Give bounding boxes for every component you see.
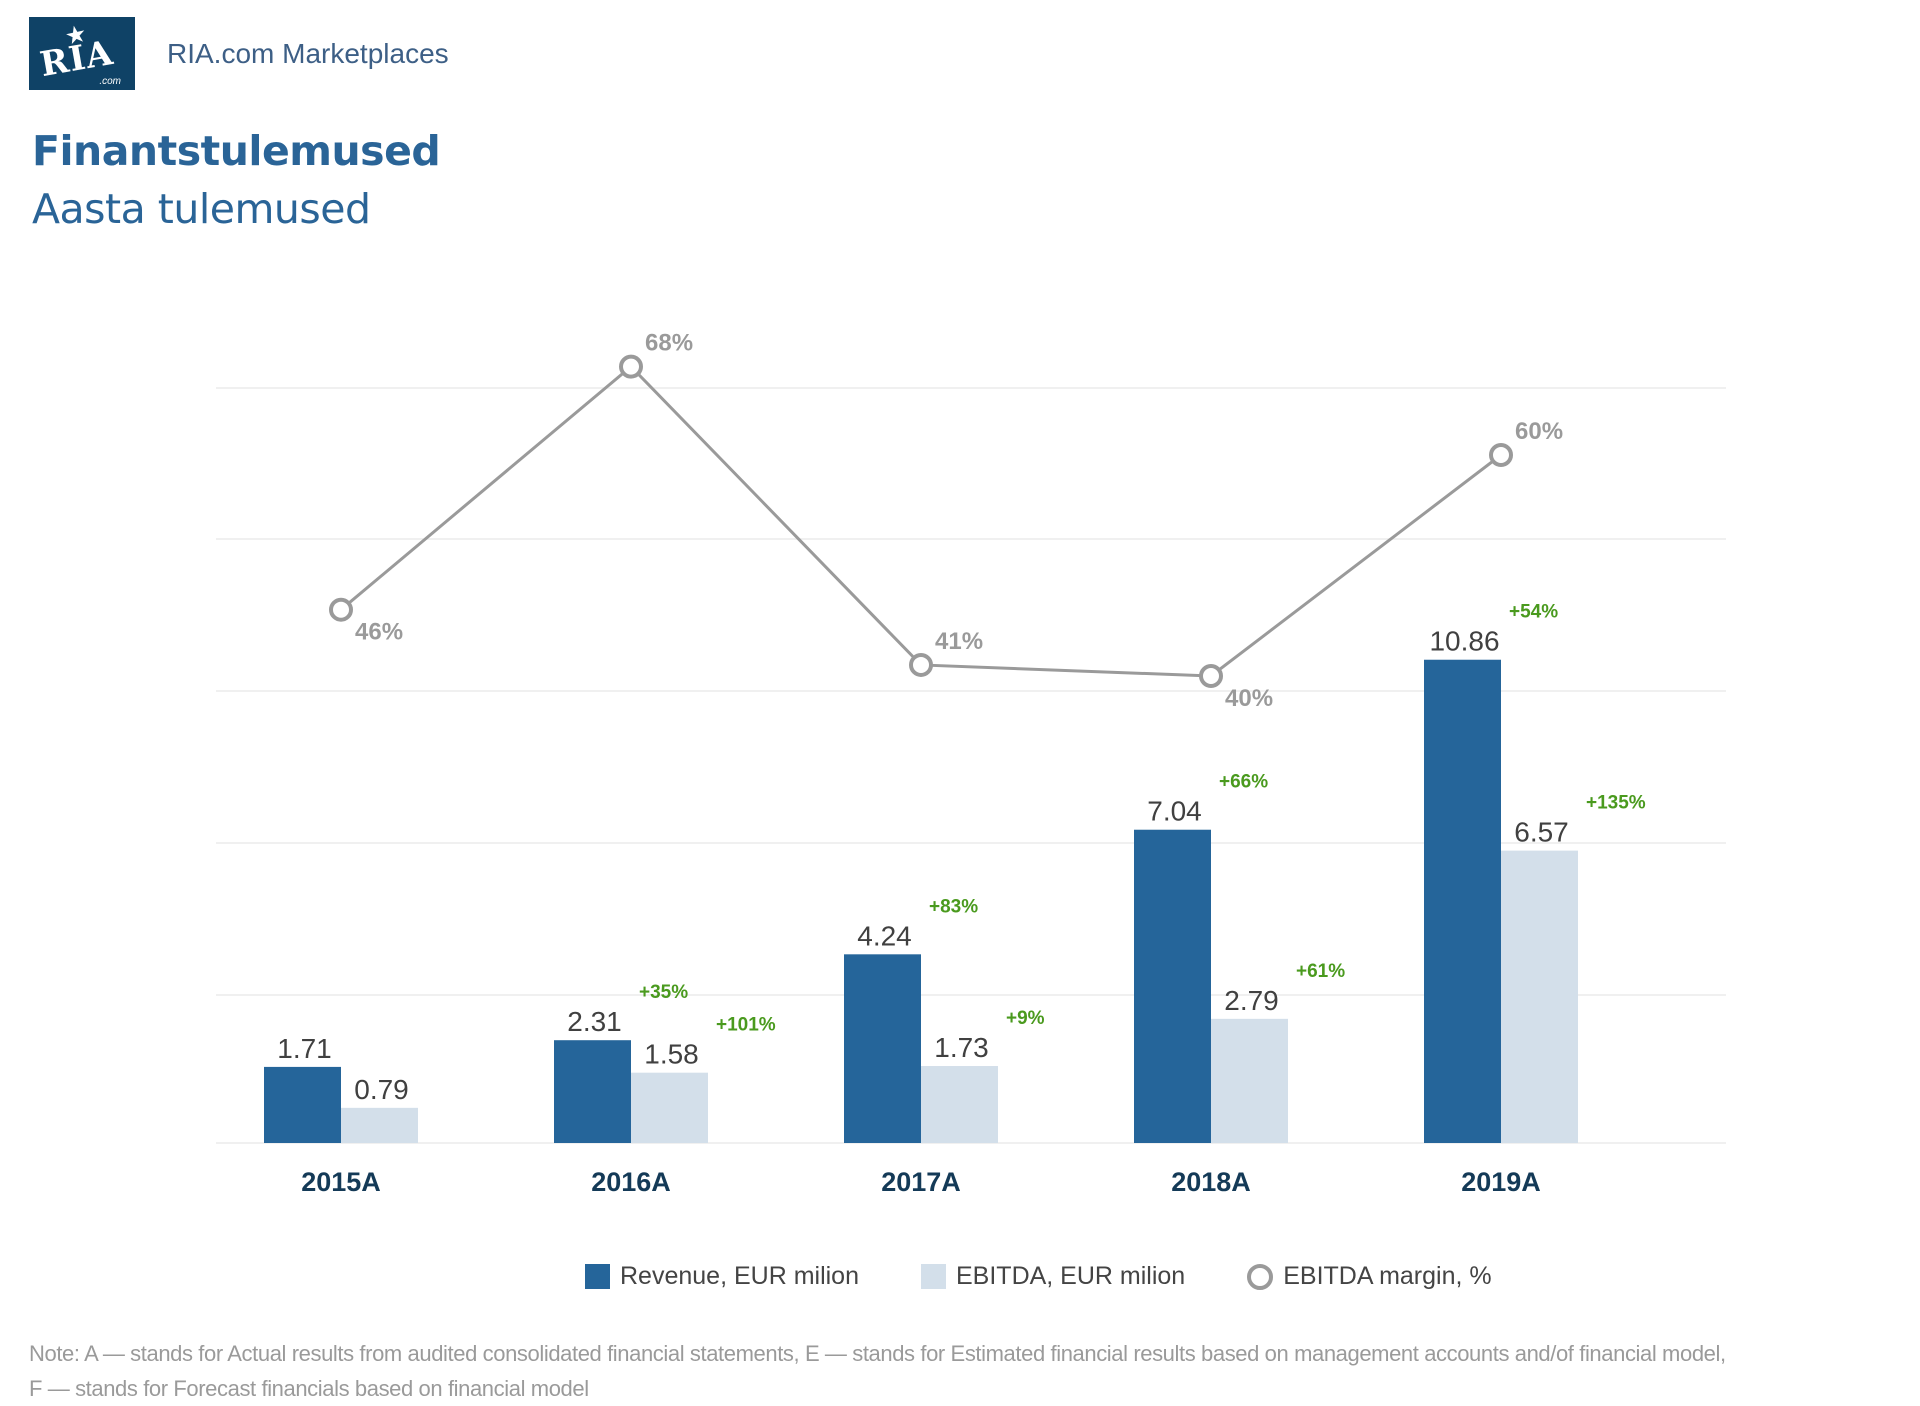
ebitda-bar [341,1107,418,1143]
ebitda-bar [921,1066,998,1143]
revenue-growth-label: +54% [1509,602,1558,623]
margin-label: 60% [1515,418,1563,445]
revenue-value-label: 4.24 [857,920,912,951]
logo-suffix: .com [99,76,121,87]
page-title: Finantstulemused [32,127,441,175]
ebitda-value-label: 2.79 [1224,985,1279,1016]
margin-label: 41% [935,628,983,655]
margin-point [1489,443,1513,467]
revenue-value-label: 10.86 [1429,626,1499,657]
margin-label: 46% [355,619,403,646]
revenue-bar [554,1040,631,1143]
page-subtitle: Aasta tulemused [32,185,371,233]
margin-line-path [340,364,1502,678]
category-label: 2019A [1461,1167,1541,1197]
category-label: 2018A [1171,1167,1251,1197]
ebitda-value-label: 1.58 [644,1039,699,1070]
legend-label: EBITDA margin, % [1283,1262,1492,1290]
revenue-growth-label: +35% [639,982,688,1003]
margin-point [1199,664,1223,688]
ebitda-value-label: 6.57 [1514,817,1569,848]
ebitda-bar [631,1072,708,1143]
revenue-swatch-icon [585,1264,610,1289]
revenue-growth-label: +66% [1219,772,1268,793]
footnote-line-2: F — stands for Forecast financials based… [29,1376,589,1401]
margin-line [329,354,1513,688]
legend-item-revenue: Revenue, EUR milion [585,1262,859,1291]
margin-label: 40% [1225,685,1273,712]
category-label: 2016A [591,1167,671,1197]
margin-point [909,652,933,677]
revenue-bar [1134,829,1211,1143]
chart-legend: Revenue, EUR milion EBITDA, EUR milion E… [585,1262,1492,1291]
margin-label: 68% [645,330,693,357]
ebitda-growth-label: +101% [716,1015,776,1036]
ebitda-growth-label: +61% [1296,961,1345,982]
ebitda-value-label: 1.73 [934,1032,989,1063]
footnote: Note: A — stands for Actual results from… [29,1336,1909,1406]
ebitda-growth-label: +135% [1586,793,1646,814]
legend-item-margin: EBITDA margin, % [1247,1262,1492,1291]
results-chart: 1.71 0.79 2015A 2.31 1.58 +35% +101% 2016A 4.24 1… [216,330,1726,1197]
revenue-value-label: 7.04 [1147,796,1202,827]
brand-name: RIA.com Marketplaces [167,38,449,69]
labels: 1.71 0.79 2015A 2.31 1.58 +35% +101% 2016A 4.24 1… [277,330,1646,1197]
legend-label: EBITDA, EUR milion [956,1262,1186,1290]
footnote-line-1: Note: A — stands for Actual results from… [29,1341,1726,1366]
revenue-growth-label: +83% [929,896,978,917]
ebitda-bar [1211,1018,1288,1143]
ebitda-bar [1501,850,1578,1143]
ebitda-value-label: 0.79 [354,1074,409,1105]
revenue-value-label: 1.71 [277,1033,332,1064]
legend-label: Revenue, EUR milion [620,1262,859,1290]
legend-item-ebitda: EBITDA, EUR milion [921,1262,1185,1291]
ebitda-swatch-icon [921,1264,946,1289]
margin-point [619,354,643,379]
category-label: 2017A [881,1167,961,1197]
revenue-bar [844,954,921,1143]
bars [264,659,1578,1143]
revenue-bar [1424,659,1501,1143]
circle-marker-icon [1247,1263,1274,1290]
category-label: 2015A [301,1167,381,1197]
revenue-value-label: 2.31 [567,1006,622,1037]
ebitda-growth-label: +9% [1006,1008,1045,1029]
revenue-bar [264,1066,341,1143]
ria-logo: ★ RIA .com [29,17,135,90]
margin-point [329,597,353,622]
